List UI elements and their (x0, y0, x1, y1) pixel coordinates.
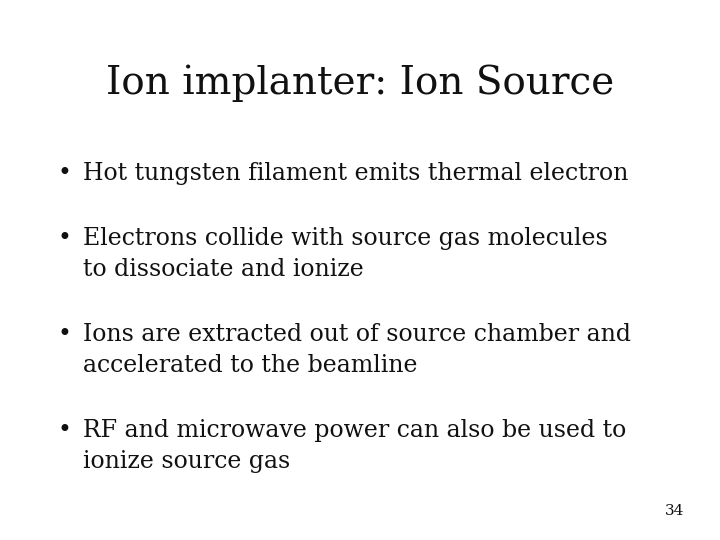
Text: Hot tungsten filament emits thermal electron: Hot tungsten filament emits thermal elec… (83, 162, 628, 185)
Text: 34: 34 (665, 504, 684, 518)
Text: accelerated to the beamline: accelerated to the beamline (83, 354, 418, 377)
Text: RF and microwave power can also be used to: RF and microwave power can also be used … (83, 419, 626, 442)
Text: •: • (58, 227, 71, 250)
Text: •: • (58, 323, 71, 346)
Text: Ions are extracted out of source chamber and: Ions are extracted out of source chamber… (83, 323, 631, 346)
Text: to dissociate and ionize: to dissociate and ionize (83, 258, 364, 281)
Text: Ion implanter: Ion Source: Ion implanter: Ion Source (106, 65, 614, 102)
Text: •: • (58, 419, 71, 442)
Text: ionize source gas: ionize source gas (83, 450, 290, 474)
Text: •: • (58, 162, 71, 185)
Text: Electrons collide with source gas molecules: Electrons collide with source gas molecu… (83, 227, 608, 250)
